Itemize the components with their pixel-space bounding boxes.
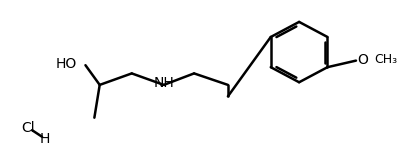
Text: HO: HO [55, 57, 76, 71]
Text: Cl: Cl [21, 121, 35, 134]
Text: NH: NH [153, 76, 174, 90]
Text: H: H [39, 132, 50, 146]
Text: CH₃: CH₃ [375, 54, 398, 66]
Text: O: O [358, 53, 369, 67]
